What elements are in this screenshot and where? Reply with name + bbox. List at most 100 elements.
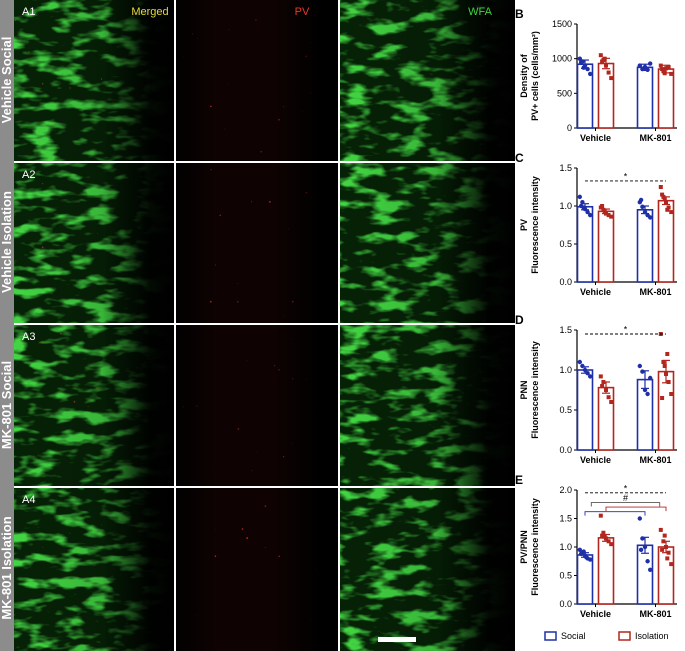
chart-panel-d: D PNN Fluorescence intensity 0.0 0.5 1.0 1.5 Ve…	[515, 313, 677, 465]
y-tick-label: 0.0	[559, 445, 572, 455]
data-point-isolation	[601, 530, 606, 535]
data-point-social	[648, 567, 653, 572]
panel-letter: D	[515, 313, 524, 327]
data-point-isolation	[606, 395, 611, 400]
data-point-isolation	[662, 71, 667, 76]
chart-panel-b: B Density of PV+ cells (cells/mm²) 0 500 1000…	[515, 7, 677, 143]
data-point-isolation	[662, 533, 667, 538]
scale-bar	[378, 637, 416, 642]
panel-tag-a4: A4	[22, 494, 35, 506]
y-tick-label: 1.5	[559, 514, 572, 524]
legend-swatch-social	[544, 631, 557, 641]
data-point-isolation	[602, 56, 607, 61]
data-point-social	[588, 557, 593, 562]
micrograph-wfa-3	[340, 325, 515, 486]
data-point-social	[642, 544, 648, 550]
micrograph-wfa-2	[340, 163, 515, 323]
data-point-social	[581, 549, 586, 554]
y-tick-label: 2.0	[559, 485, 572, 495]
y-tick-label: 1000	[552, 54, 572, 64]
data-point-isolation	[664, 545, 668, 549]
data-point-isolation	[666, 205, 671, 210]
data-point-isolation	[602, 210, 607, 215]
legend: Social Isolation	[544, 631, 669, 641]
data-point-social	[582, 367, 588, 373]
micrograph-merged-3	[14, 325, 174, 486]
significance-marker: *	[624, 171, 628, 181]
col-label-pv: PV	[295, 6, 310, 18]
data-point-social	[642, 64, 648, 70]
bar-isolation-vehicle	[597, 537, 615, 605]
micrograph-pv-1	[176, 0, 338, 161]
panel-tag-a3: A3	[22, 331, 35, 343]
data-point-social	[585, 371, 590, 376]
micrograph-pv-3	[176, 325, 338, 486]
data-point-isolation	[609, 76, 614, 81]
row-label-strip	[0, 0, 14, 651]
x-tick-label: MK-801	[639, 609, 671, 619]
data-point-social	[645, 67, 650, 72]
x-tick-label: MK-801	[639, 287, 671, 297]
y-axis-label: Fluorescence intensity	[530, 176, 540, 274]
data-point-isolation	[665, 352, 670, 356]
panel-tag-a2: A2	[22, 169, 35, 181]
data-point-isolation	[600, 533, 605, 538]
data-point-social	[637, 516, 642, 521]
y-axis-label: Fluorescence intensity	[530, 341, 540, 439]
micrograph-pv-2	[176, 163, 338, 323]
data-point-social	[588, 71, 593, 77]
micrograph-merged-4	[14, 488, 174, 651]
data-point-social	[638, 547, 644, 553]
x-tick-label: MK-801	[639, 133, 671, 143]
data-point-social	[580, 363, 585, 369]
data-point-isolation	[600, 384, 605, 388]
micrograph-wfa-4	[340, 488, 515, 651]
data-point-social	[648, 61, 653, 66]
data-point-social	[648, 215, 653, 220]
data-point-social	[648, 375, 653, 381]
data-point-social	[588, 374, 593, 379]
data-point-social	[580, 200, 585, 205]
data-point-social	[645, 559, 650, 564]
x-tick-label: Vehicle	[580, 133, 611, 143]
bar-social-vehicle	[576, 205, 594, 283]
data-point-isolation	[664, 372, 668, 376]
data-point-isolation	[600, 204, 605, 208]
data-point-isolation	[606, 70, 611, 75]
col-label-wfa: WFA	[468, 6, 492, 18]
data-point-isolation	[598, 53, 603, 58]
data-point-isolation	[661, 360, 666, 364]
data-point-social	[588, 212, 593, 218]
row-label-mk801-isolation: MK-801 Isolation	[0, 516, 14, 619]
data-point-isolation	[658, 63, 663, 68]
data-point-isolation	[598, 513, 603, 518]
chart-panel-e: E PV/PNN Fluorescence intensity 0.0 0.5 1.0 1.…	[515, 473, 677, 619]
legend-label-social: Social	[561, 631, 586, 641]
data-point-isolation	[664, 200, 668, 205]
data-point-isolation	[662, 364, 667, 368]
data-point-social	[640, 536, 645, 541]
row-label-vehicle-social: Vehicle Social	[0, 37, 14, 124]
significance-marker: *	[624, 325, 628, 335]
bar-social-mk-801	[636, 66, 654, 129]
col-label-merged: Merged	[131, 6, 168, 18]
chart-panel-c: C PV Fluorescence intensity 0.0 0.5 1.0 1.5 Veh…	[515, 151, 677, 297]
panel-letter: C	[515, 151, 524, 165]
data-point-isolation	[606, 213, 611, 218]
data-point-isolation	[609, 214, 614, 219]
bar-isolation-vehicle	[597, 62, 615, 129]
data-point-isolation	[604, 63, 608, 68]
y-tick-label: 0.5	[559, 405, 572, 415]
data-point-social	[577, 194, 582, 200]
micrograph-wfa-1	[340, 0, 515, 161]
significance-marker: #	[623, 493, 628, 503]
micrograph-grid: Vehicle Social Vehicle Isolation MK-801 …	[0, 0, 515, 651]
y-tick-label: 0.0	[559, 599, 572, 609]
data-point-isolation	[661, 539, 666, 544]
data-point-isolation	[662, 196, 667, 201]
y-axis-label: Density of	[519, 53, 529, 98]
micrograph-pv-4	[176, 488, 338, 651]
bar-social-vehicle	[576, 369, 594, 451]
data-point-isolation	[660, 547, 665, 552]
data-point-isolation	[604, 388, 608, 392]
